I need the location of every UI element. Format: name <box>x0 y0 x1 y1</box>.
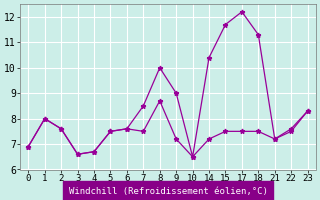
X-axis label: Windchill (Refroidissement éolien,°C): Windchill (Refroidissement éolien,°C) <box>68 187 268 196</box>
